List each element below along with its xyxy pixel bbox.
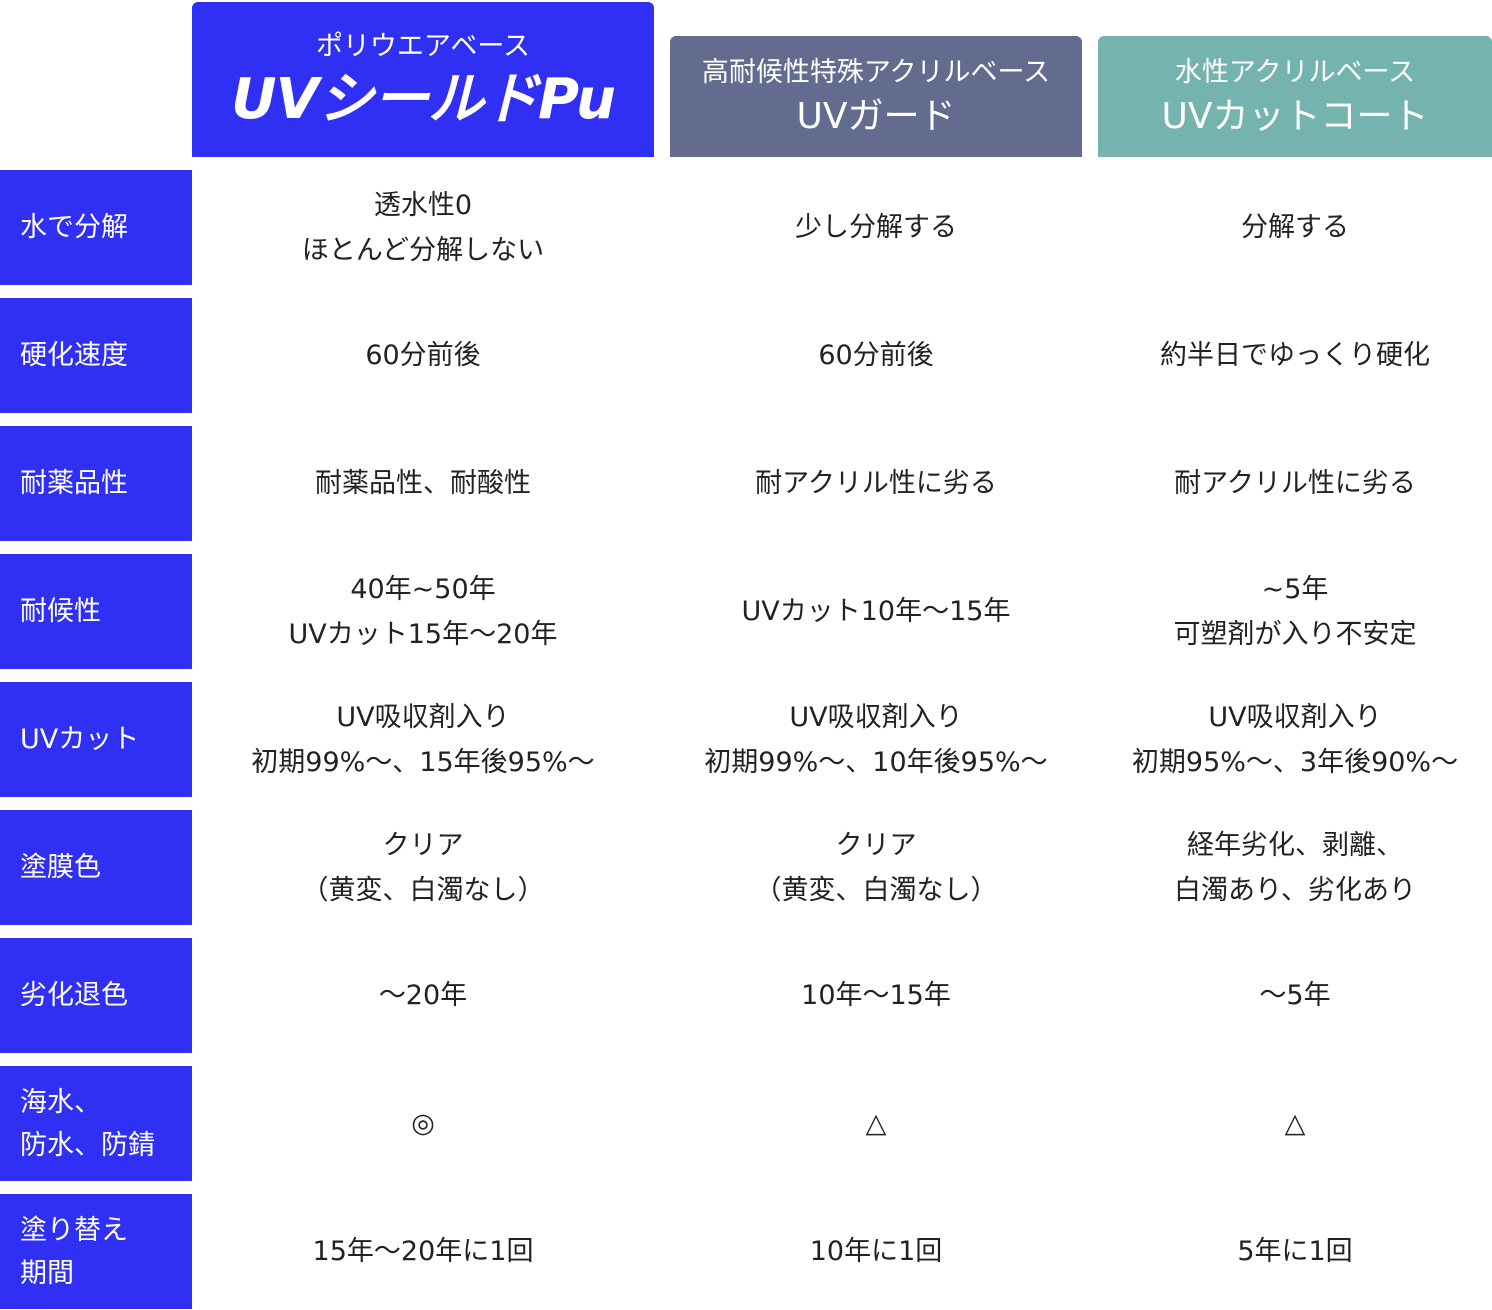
row-label: 塗り替え 期間	[0, 1194, 192, 1309]
table-cell: △	[636, 1066, 1116, 1181]
column-name: UVカットコート	[1161, 95, 1429, 137]
row-label-line: UVカット	[20, 724, 140, 755]
table-cell: 耐アクリル性に劣る	[1055, 426, 1492, 541]
cell-line: UV吸収剤入り	[789, 701, 963, 733]
row-label: 塗膜色	[0, 810, 192, 925]
row-label-line: 硬化速度	[20, 340, 128, 371]
cell-line: 耐薬品性、耐酸性	[315, 468, 531, 499]
row-label-line: 耐薬品性	[20, 468, 128, 499]
row-label: 硬化速度	[0, 298, 192, 413]
row-label: 劣化退色	[0, 938, 192, 1053]
table-cell: 60分前後	[636, 298, 1116, 413]
cell-line: 白濁あり、劣化あり	[1174, 874, 1416, 906]
row-label: 耐薬品性	[0, 426, 192, 541]
table-cell: ~5年可塑剤が入り不安定	[1055, 554, 1492, 669]
cell-line: 初期99%〜、10年後95%〜	[704, 746, 1048, 778]
table-cell: 約半日でゆっくり硬化	[1055, 298, 1492, 413]
cell-line: 5年に1回	[1237, 1236, 1353, 1267]
cell-line: クリア	[382, 829, 464, 861]
row-label-line: 防水、防錆	[20, 1129, 155, 1161]
cell-line: 〜20年	[378, 980, 468, 1011]
column-header: ポリウエアベース UVシールドPu	[192, 2, 654, 157]
table-cell: 耐アクリル性に劣る	[636, 426, 1116, 541]
cell-line: ~5年	[1261, 573, 1329, 605]
table-cell: UV吸収剤入り初期99%〜、10年後95%〜	[636, 682, 1116, 797]
cell-line: （黄変、白濁なし）	[301, 874, 545, 906]
column-header: 水性アクリルベース UVカットコート	[1098, 36, 1492, 157]
row-label-line: 期間	[20, 1257, 74, 1289]
row-label: 水で分解	[0, 170, 192, 285]
table-cell: 分解する	[1055, 170, 1492, 285]
column-name: UVガード	[796, 95, 956, 137]
cell-line: 60分前後	[818, 340, 934, 371]
cell-line: 10年に1回	[809, 1236, 943, 1267]
column-subtitle: ポリウエアベース	[315, 30, 531, 62]
cell-line: 可塑剤が入り不安定	[1173, 618, 1417, 650]
table-cell: 10年に1回	[636, 1194, 1116, 1309]
table-cell: 透水性0 ほとんど分解しない	[183, 170, 663, 285]
cell-line: UV吸収剤入り	[336, 701, 510, 733]
table-cell: クリア （黄変、白濁なし）	[183, 810, 663, 925]
table-cell: ◎	[183, 1066, 663, 1181]
table-cell: 40年~50年 UVカット15年〜20年	[183, 554, 663, 669]
row-label: UVカット	[0, 682, 192, 797]
cell-line: クリア	[835, 829, 917, 861]
cell-line: 15年〜20年に1回	[312, 1236, 534, 1267]
table-cell: 15年〜20年に1回	[183, 1194, 663, 1309]
table-cell: 耐薬品性、耐酸性	[183, 426, 663, 541]
table-cell: UVカット10年〜15年	[636, 554, 1116, 669]
row-label-line: 水で分解	[20, 212, 128, 243]
cell-line: （黄変、白濁なし）	[754, 874, 998, 906]
cell-line: △	[865, 1108, 887, 1139]
table-cell: 経年劣化、剥離、 白濁あり、劣化あり	[1055, 810, 1492, 925]
table-cell: 〜5年	[1055, 938, 1492, 1053]
cell-line: UVカット15年〜20年	[288, 618, 558, 650]
row-label-line: 劣化退色	[20, 980, 128, 1011]
column-subtitle: 水性アクリルベース	[1174, 56, 1416, 88]
cell-line: 初期99%〜、15年後95%〜	[251, 746, 595, 778]
cell-line: 初期95%〜、3年後90%〜	[1131, 746, 1459, 778]
row-label: 耐候性	[0, 554, 192, 669]
cell-line: ◎	[411, 1108, 435, 1139]
cell-line: 透水性0	[373, 189, 473, 221]
column-header: 高耐候性特殊アクリルベース UVガード	[670, 36, 1082, 157]
table-cell: UV吸収剤入り初期95%〜、3年後90%〜	[1055, 682, 1492, 797]
table-cell: 5年に1回	[1055, 1194, 1492, 1309]
column-name: UVシールドPu	[231, 66, 616, 132]
cell-line: △	[1284, 1108, 1306, 1139]
cell-line: 少し分解する	[795, 212, 957, 243]
cell-line: 経年劣化、剥離、	[1187, 829, 1403, 861]
table-cell: 少し分解する	[636, 170, 1116, 285]
cell-line: 60分前後	[365, 340, 481, 371]
cell-line: UVカット10年〜15年	[741, 596, 1011, 627]
table-cell: 60分前後	[183, 298, 663, 413]
cell-line: 耐アクリル性に劣る	[1174, 468, 1416, 499]
cell-line: 〜5年	[1259, 980, 1331, 1011]
row-label-line: 塗り替え	[20, 1214, 128, 1246]
row-label-line: 耐候性	[20, 596, 101, 627]
table-cell: 〜20年	[183, 938, 663, 1053]
table-cell: クリア （黄変、白濁なし）	[636, 810, 1116, 925]
cell-line: 分解する	[1241, 212, 1349, 243]
column-subtitle: 高耐候性特殊アクリルベース	[701, 56, 1051, 88]
cell-line: ほとんど分解しない	[301, 234, 545, 266]
cell-line: UV吸収剤入り	[1208, 701, 1382, 733]
row-label: 海水、 防水、防錆	[0, 1066, 192, 1181]
table-cell: UV吸収剤入り初期99%〜、15年後95%〜	[183, 682, 663, 797]
cell-line: 40年~50年	[350, 573, 496, 605]
table-cell: 10年〜15年	[636, 938, 1116, 1053]
cell-line: 耐アクリル性に劣る	[755, 468, 997, 499]
table-cell: △	[1055, 1066, 1492, 1181]
cell-line: 約半日でゆっくり硬化	[1160, 340, 1430, 371]
row-label-line: 海水、	[20, 1086, 101, 1118]
row-label-line: 塗膜色	[20, 852, 101, 883]
cell-line: 10年〜15年	[801, 980, 951, 1011]
